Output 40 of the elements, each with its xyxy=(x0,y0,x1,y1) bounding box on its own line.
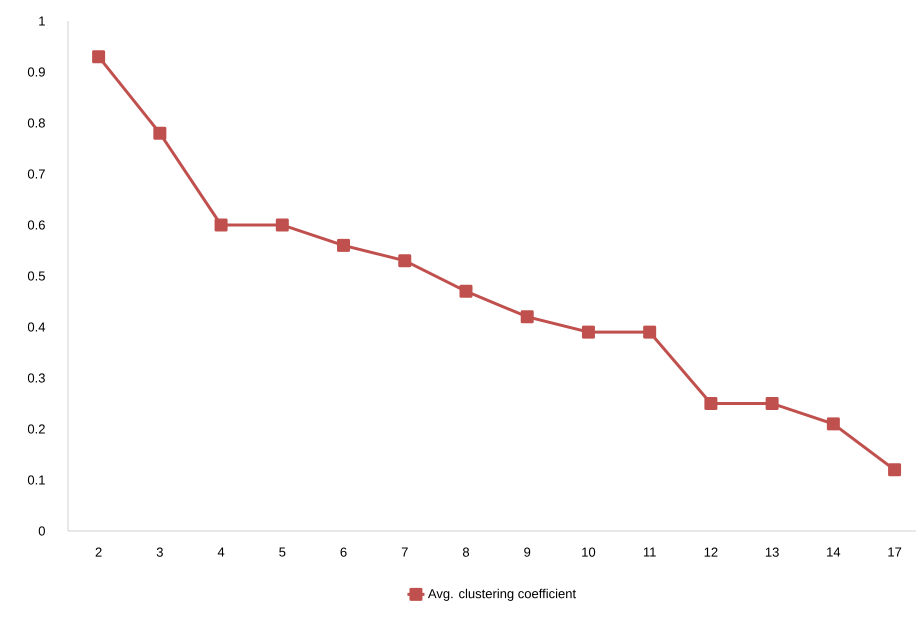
x-tick-label: 10 xyxy=(582,548,596,557)
x-tick-label: 9 xyxy=(524,548,530,557)
point xyxy=(153,126,166,140)
point xyxy=(214,218,228,232)
x-tick-label: 17 xyxy=(888,548,902,556)
y-tick-label: 0.3 xyxy=(28,373,45,383)
y-tick-label: 0.2 xyxy=(28,424,45,434)
x-tick-label: 14 xyxy=(827,548,840,556)
point xyxy=(459,284,472,298)
y-tick-label: 0.9 xyxy=(28,67,45,77)
y-tick-label: 0.4 xyxy=(28,322,46,332)
point xyxy=(888,463,902,476)
x-tick-label: 13 xyxy=(766,548,779,557)
point xyxy=(704,397,718,410)
point xyxy=(337,238,350,252)
x-tick-label: 5 xyxy=(279,548,286,557)
y-tick-label: 0.6 xyxy=(28,220,45,230)
x-tick-label: 7 xyxy=(402,548,408,556)
point xyxy=(92,50,106,64)
y-tick-label: 0.7 xyxy=(28,169,45,179)
x-tick-label: 4 xyxy=(218,548,224,556)
x-tick-label: 11 xyxy=(644,548,656,556)
point xyxy=(643,326,656,339)
x-tick-label: 6 xyxy=(340,548,347,557)
y-tick-label: 1 xyxy=(39,16,45,26)
x-tick-label: 12 xyxy=(704,548,718,557)
point xyxy=(398,254,412,268)
point xyxy=(276,218,289,232)
x-tick-label: 3 xyxy=(156,548,163,557)
y-tick-label: 0.1 xyxy=(28,475,45,485)
y-tick-label: 0.8 xyxy=(28,118,45,128)
point xyxy=(826,417,840,430)
point xyxy=(520,310,534,324)
legend-label: Avg. clustering coefficient xyxy=(428,588,576,601)
x-tick-label: 2 xyxy=(96,548,102,557)
point xyxy=(582,326,595,339)
point xyxy=(766,397,779,410)
x-tick-label: 8 xyxy=(462,548,470,557)
y-tick-label: 0 xyxy=(38,526,45,536)
y-tick-label: 0.5 xyxy=(28,271,45,281)
